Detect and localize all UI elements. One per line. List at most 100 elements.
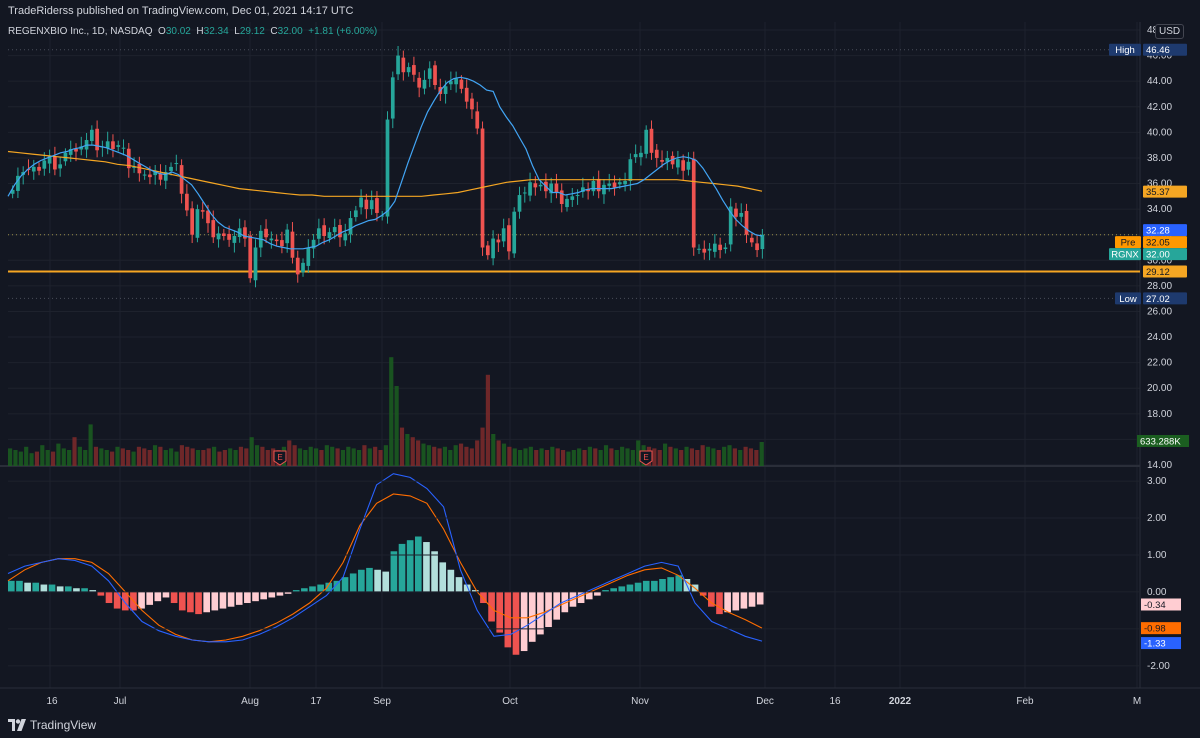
candle-body (396, 55, 400, 75)
volume-bar (662, 443, 668, 466)
volume-bar (679, 450, 684, 466)
macd-histogram-bar (195, 591, 202, 615)
volume-bar (464, 446, 469, 466)
macd-histogram-bar (455, 577, 463, 592)
volume-bar (727, 445, 732, 466)
candle-body (216, 233, 221, 240)
volume-bar (442, 446, 448, 466)
candle-body (549, 183, 554, 194)
volume-bar (759, 442, 764, 466)
price-tick-label: 34.00 (1147, 204, 1172, 215)
volume-bar (560, 450, 566, 466)
macd-histogram-bar (358, 569, 365, 592)
candle-body (148, 174, 152, 178)
volume-bar (335, 448, 340, 466)
candle-body (433, 65, 437, 86)
earnings-marker: E (273, 450, 287, 466)
volume-bar (83, 450, 88, 466)
volume-bar (99, 448, 104, 466)
macd-histogram-bar (708, 591, 715, 607)
candle-body (697, 248, 701, 250)
candle-body (570, 196, 575, 200)
volume-bar (657, 450, 662, 466)
volume-bar (142, 448, 147, 466)
candle-body (31, 166, 36, 172)
candle-body (95, 128, 99, 151)
candle-body (470, 98, 474, 110)
macd-value-box (1141, 622, 1181, 635)
macd-histogram-bar (447, 569, 455, 592)
volume-bar (233, 450, 238, 466)
macd-tick-label: 1.00 (1147, 550, 1167, 561)
volume-bar (512, 448, 517, 466)
candle-body (306, 247, 311, 266)
candle-body (359, 197, 363, 208)
price-label-name: High (1115, 45, 1135, 56)
volume-bar (93, 446, 99, 466)
symbol-name: REGENXBIO Inc., 1D, NASDAQ (8, 26, 153, 37)
volume-bar (195, 450, 201, 466)
candle-body (301, 262, 305, 273)
macd-histogram-bar (260, 591, 267, 600)
macd-histogram-bar (390, 551, 398, 592)
candle-body (654, 149, 659, 158)
price-chart[interactable]: 48 46.00 44.00 42.00 40.00 38.00 36.00 34.00 32.… (0, 22, 1200, 712)
candle-body (565, 198, 569, 208)
candle-body (105, 141, 110, 149)
volume-bar (722, 446, 727, 466)
macd-histogram-bar (585, 591, 593, 600)
volume-bar (249, 437, 254, 466)
candle-body (691, 158, 696, 248)
price-label-value: 32.05 (1146, 238, 1170, 249)
macd-histogram-bar (89, 590, 97, 592)
chart-area[interactable]: 48 46.00 44.00 42.00 40.00 38.00 36.00 34.00 32.… (0, 22, 1200, 712)
time-tick-label: 2022 (889, 696, 912, 707)
volume-bar (45, 450, 50, 466)
price-label-value: 35.37 (1146, 187, 1170, 198)
price-label-value: 27.02 (1146, 294, 1170, 305)
candle-body (628, 159, 633, 181)
volume-bar (163, 450, 168, 466)
macd-value-label: -0.98 (1144, 624, 1166, 635)
time-tick-label: Nov (631, 696, 649, 707)
time-tick-label: 16 (829, 696, 841, 707)
macd-histogram-bar (716, 591, 723, 615)
volume-bar (732, 448, 737, 466)
price-label-box (1143, 265, 1187, 278)
volume-bar (496, 440, 501, 466)
volume-bar (673, 448, 678, 466)
candle-body (718, 244, 722, 251)
volume-bar (405, 434, 410, 466)
volume-bar (684, 446, 689, 466)
volume-bar (668, 446, 673, 466)
macd-histogram-bar (528, 591, 536, 642)
tradingview-logo[interactable]: TradingView (8, 712, 96, 738)
macd-histogram-bar (577, 591, 585, 604)
candle-body (311, 239, 316, 249)
volume-bar (152, 445, 158, 466)
time-tick-label: Jul (114, 696, 127, 707)
macd-histogram-bar (16, 580, 23, 592)
volume-bar (292, 445, 297, 466)
price-label: 32.05 Pre (1115, 236, 1187, 249)
macd-histogram-bar (73, 588, 80, 592)
time-tick-label: Oct (502, 696, 518, 707)
candle-body (660, 159, 664, 162)
candle-body (755, 243, 759, 251)
volume-bar (625, 448, 630, 466)
candle-body (206, 210, 210, 224)
high-label: H (196, 26, 204, 37)
macd-histogram-bar (325, 582, 333, 592)
volume-bar (448, 450, 453, 466)
macd-histogram-bar (252, 591, 259, 602)
macd-histogram-bar (659, 579, 666, 592)
candle-body (480, 128, 485, 248)
candle-body (676, 159, 680, 168)
price-label: 32.00 RGNX (1109, 248, 1187, 261)
currency-badge[interactable]: USD (1155, 24, 1185, 39)
macd-signal-line (7, 493, 763, 643)
volume-bar (244, 448, 249, 466)
candle-body (343, 233, 348, 241)
volume-bar (743, 446, 748, 466)
candle-body (338, 224, 342, 238)
